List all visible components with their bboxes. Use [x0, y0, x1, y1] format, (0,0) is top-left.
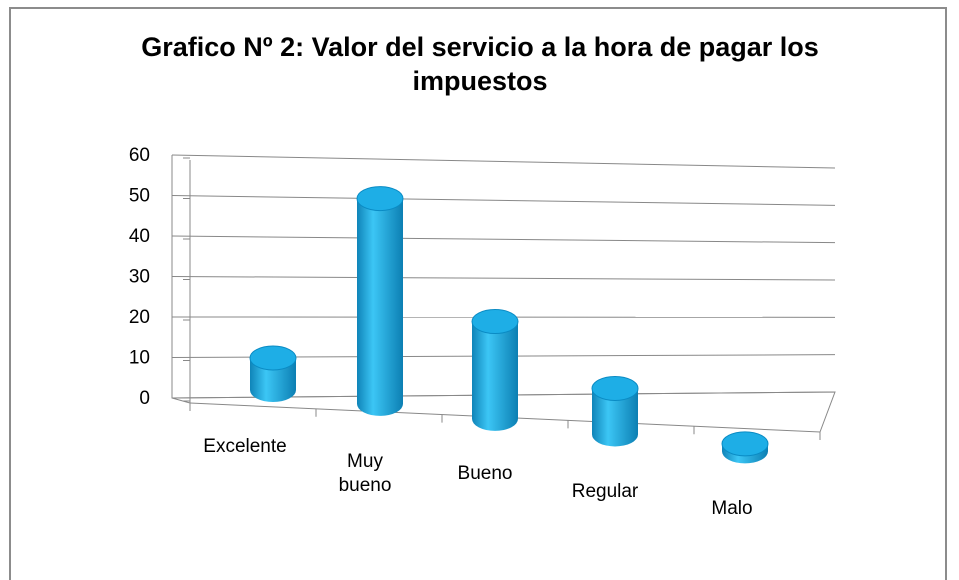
bar — [591, 375, 639, 447]
bar — [721, 431, 769, 464]
bar-part — [591, 375, 639, 401]
bar-part — [357, 198, 404, 416]
x-tick-label: Regular — [571, 481, 639, 502]
bar — [249, 345, 297, 402]
grid-line — [171, 195, 836, 206]
grid-line — [171, 154, 836, 169]
x-tick-label: Excelente — [203, 436, 287, 457]
grid-line — [171, 235, 836, 244]
bar-part — [592, 388, 638, 447]
chart-title: Grafico Nº 2: Valor del servicio a la ho… — [141, 32, 819, 96]
y-tick-label: 30 — [129, 267, 150, 288]
x-tick-label: Muy bueno — [338, 451, 392, 496]
bar-part — [250, 357, 296, 402]
x-tick-label: Bueno — [457, 463, 513, 484]
bar-part — [721, 431, 769, 457]
y-tick-label: 60 — [129, 145, 150, 166]
y-tick-label: 50 — [129, 186, 150, 207]
x-tick-label: Malo — [711, 498, 753, 519]
bar — [471, 309, 519, 431]
grid-line — [171, 276, 836, 281]
y-tick-label: 20 — [129, 307, 150, 328]
bar-part — [249, 345, 297, 371]
bar — [356, 186, 404, 416]
y-tick-label: 10 — [129, 348, 150, 369]
y-tick-label: 0 — [139, 388, 150, 409]
frame — [9, 7, 947, 580]
y-tick-label: 40 — [129, 226, 150, 247]
bar-part — [471, 309, 519, 335]
bar-part — [356, 186, 404, 212]
bar-part — [472, 321, 518, 431]
